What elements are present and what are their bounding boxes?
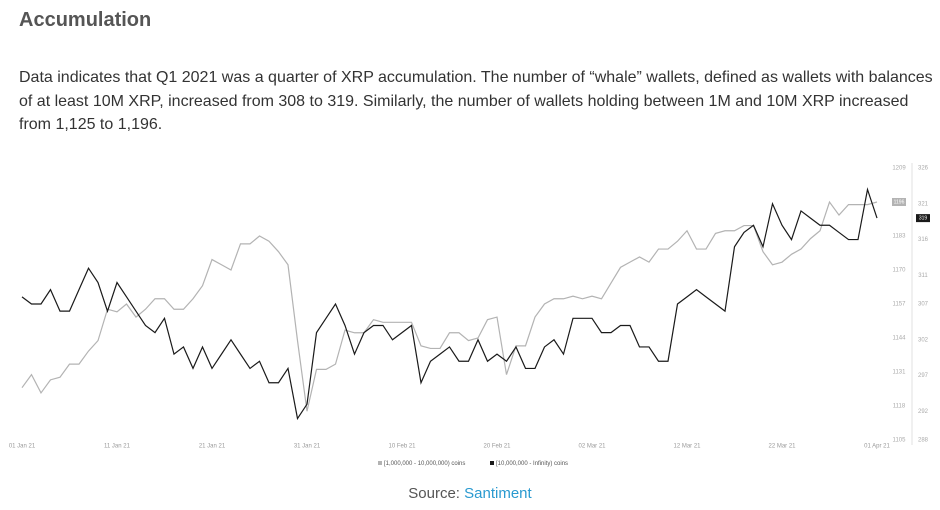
last-value-label: 319 [919,215,928,221]
y2-tick-label: 307 [918,302,929,308]
y2-tick-label: 316 [918,237,929,243]
y-tick-label: 1118 [893,404,906,410]
series-line [21,200,878,412]
y-tick-label: 1105 [893,438,907,444]
y-tick-label: 1209 [892,166,906,172]
y-tick-label: 1183 [893,234,907,240]
y2-tick-label: 321 [918,201,929,207]
chart: 1105 1118 1131 1144 1157 1170 1183 1196 1209 288 2… [9,163,930,467]
x-tick-label: 21 Jan 21 [199,444,226,450]
y2-tick-label: 326 [918,166,929,172]
y-tick-label: 1144 [893,336,907,342]
y2-tick-label: 288 [918,438,929,444]
x-tick-label: 11 Jan 21 [104,444,131,450]
x-tick-label: 01 Jan 21 [9,444,36,450]
y2-tick-label: 292 [918,409,929,415]
x-tick-label: 01 Apr 21 [864,444,890,450]
source: Source: Santiment [0,485,940,502]
y-tick-label: 1157 [893,302,907,308]
legend-label: [10,000,000 - Infinity) coins [496,461,568,467]
paragraph: Data indicates that Q1 2021 was a quarte… [19,69,933,133]
x-tick-label: 31 Jan 21 [294,444,321,450]
legend-swatch [378,461,382,465]
legend-swatch [490,461,494,465]
x-tick-label: 02 Mar 21 [578,444,606,450]
x-tick-label: 12 Mar 21 [673,444,701,450]
last-value-label: 1196 [894,199,905,205]
y2-tick-label: 297 [918,373,929,379]
last-value-box [892,198,906,206]
y2-tick-label: 302 [918,337,929,343]
y2-tick-label: 311 [918,273,928,279]
x-tick-label: 10 Feb 21 [388,444,416,450]
legend-label: [1,000,000 - 10,000,000) coins [384,461,465,467]
source-link[interactable]: Santiment [464,485,532,502]
y-tick-label: 1170 [893,268,907,274]
series-line [21,187,878,421]
last-value-box [916,214,930,223]
source-label: Source: [408,485,460,502]
x-tick-label: 20 Feb 21 [483,444,511,450]
heading: Accumulation [19,9,152,31]
y-tick-label: 1131 [893,370,907,376]
x-tick-label: 22 Mar 21 [768,444,796,450]
